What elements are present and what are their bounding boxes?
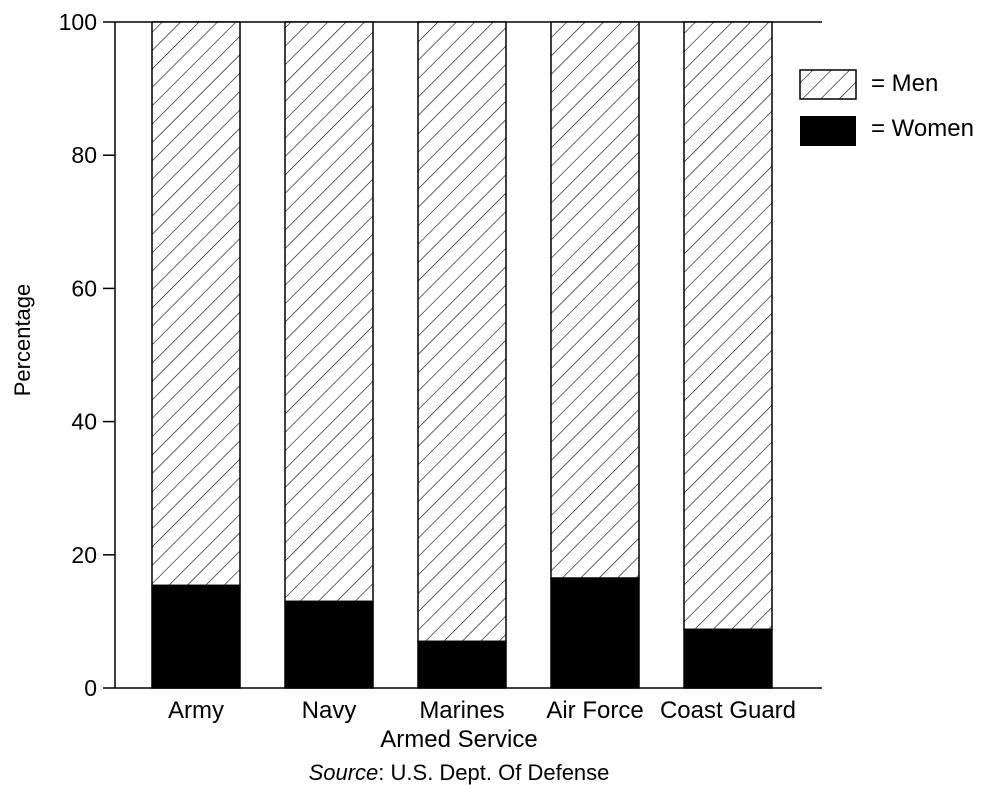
y-axis: 0 20 40 60 80 100 bbox=[59, 9, 116, 701]
x-tick-label: Navy bbox=[302, 697, 357, 724]
bar-women-air-force bbox=[550, 577, 640, 689]
source-note: Source: U.S. Dept. Of Defense bbox=[309, 760, 610, 785]
bar-women-coast-guard bbox=[683, 628, 773, 689]
legend: = Men = Women bbox=[799, 69, 974, 146]
bar-men-coast-guard bbox=[683, 21, 773, 631]
legend-label-men: = Men bbox=[871, 70, 938, 97]
x-tick-label: Coast Guard bbox=[660, 697, 796, 724]
bar-men-navy bbox=[284, 21, 374, 603]
y-tick-label: 0 bbox=[84, 675, 97, 701]
legend-swatch-men bbox=[799, 69, 857, 100]
bar-men-army bbox=[151, 21, 241, 587]
y-tick-label: 20 bbox=[71, 542, 97, 568]
y-ticks: 0 20 40 60 80 100 bbox=[59, 9, 115, 701]
y-axis-label: Percentage bbox=[10, 284, 35, 397]
x-axis-label: Armed Service bbox=[380, 726, 537, 753]
legend-label-women: = Women bbox=[871, 115, 974, 142]
bar-women-marines bbox=[417, 640, 507, 689]
bar-women-army bbox=[151, 584, 241, 689]
y-tick-label: 100 bbox=[59, 9, 97, 35]
x-tick-label: Marines bbox=[419, 697, 504, 724]
y-tick-label: 60 bbox=[71, 275, 97, 301]
y-tick-label: 80 bbox=[71, 142, 97, 168]
bar-women-navy bbox=[284, 600, 374, 689]
x-tick-label: Army bbox=[168, 697, 224, 724]
x-ticks: Army Navy Marines Air Force Coast Guard bbox=[168, 697, 796, 724]
bars bbox=[151, 21, 773, 689]
source-prefix: Source bbox=[309, 760, 379, 785]
source-text: : U.S. Dept. Of Defense bbox=[378, 760, 609, 785]
bar-men-marines bbox=[417, 21, 507, 643]
bar-men-air-force bbox=[550, 21, 640, 579]
legend-swatch-women bbox=[800, 116, 856, 146]
x-tick-label: Air Force bbox=[546, 697, 643, 724]
y-tick-label: 40 bbox=[71, 409, 97, 435]
